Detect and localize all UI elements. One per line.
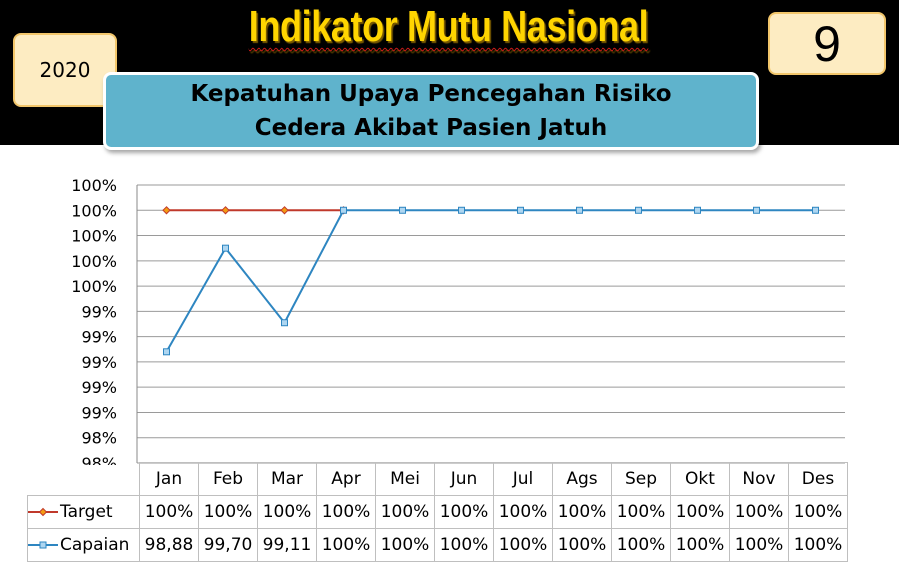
x-category-label: Okt xyxy=(670,462,730,496)
x-category-label: Jul xyxy=(493,462,553,496)
y-tick-label: 99% xyxy=(81,378,117,397)
data-label-capaian: 100% xyxy=(611,528,671,562)
data-label-capaian: 100% xyxy=(493,528,553,562)
x-category-label: Apr xyxy=(316,462,376,496)
x-category-label: Jan xyxy=(139,462,199,496)
data-table: Jan Feb Mar Apr Mei Jun Jul Ags Sep Okt Nov Des Tar… xyxy=(27,462,848,562)
table-header-row: Jan Feb Mar Apr Mei Jun Jul Ags Sep Okt Nov Des xyxy=(28,462,848,496)
y-tick-label: 100% xyxy=(71,252,117,271)
year-badge: 2020 xyxy=(13,33,117,107)
data-label-capaian: 100% xyxy=(316,528,376,562)
header-band: Indikator Mutu Nasional 2020 9 Kepatuhan… xyxy=(0,0,899,150)
y-tick-label: 99% xyxy=(81,403,117,422)
data-point-capaian xyxy=(694,206,701,214)
y-tick-label: 100% xyxy=(71,201,117,220)
data-point-capaian xyxy=(517,206,524,214)
legend-target-marker-icon xyxy=(28,507,58,517)
table-row-capaian: Capaian 98,88 99,70 99,11 100% 100% 100% 100% 1… xyxy=(27,528,848,562)
data-label-capaian: 99,70 xyxy=(198,528,258,562)
data-label-target: 100% xyxy=(670,495,730,529)
data-label-capaian: 100% xyxy=(788,528,848,562)
chart-gridlines xyxy=(137,184,845,464)
y-tick-label: 98% xyxy=(81,429,117,448)
subtitle-line-2: Cedera Akibat Pasien Jatuh xyxy=(254,115,608,141)
table-row-target: Target 100% 100% 100% 100% 100% 100% 100% 100% 1… xyxy=(27,495,848,529)
table-corner xyxy=(28,463,140,496)
data-label-target: 100% xyxy=(375,495,435,529)
line-chart: 98% 98% 99% 99% 99% 99% 99% 100% 100% 100% 100% 100… xyxy=(71,176,845,465)
data-point-capaian xyxy=(399,206,406,214)
data-label-target: 100% xyxy=(552,495,612,529)
data-label-capaian: 100% xyxy=(670,528,730,562)
y-tick-label: 100% xyxy=(71,176,117,195)
data-label-target: 100% xyxy=(729,495,789,529)
data-label-capaian: 98,88 xyxy=(139,528,199,562)
data-point-capaian xyxy=(458,206,465,214)
data-point-capaian xyxy=(281,319,288,327)
data-point-target xyxy=(221,206,230,215)
x-category-label: Mei xyxy=(375,462,435,496)
data-point-target xyxy=(280,206,289,215)
data-label-target: 100% xyxy=(198,495,258,529)
data-point-capaian xyxy=(753,206,760,214)
subtitle-line-1: Kepatuhan Upaya Pencegahan Risiko xyxy=(190,81,672,107)
y-tick-label: 100% xyxy=(71,277,117,296)
x-category-label: Mar xyxy=(257,462,317,496)
x-category-label: Nov xyxy=(729,462,789,496)
data-label-capaian: 100% xyxy=(434,528,494,562)
series-line-capaian xyxy=(165,209,816,353)
data-label-capaian: 100% xyxy=(729,528,789,562)
data-label-target: 100% xyxy=(257,495,317,529)
data-point-capaian xyxy=(163,348,170,356)
legend-capaian-marker-icon xyxy=(28,541,58,549)
legend-target: Target xyxy=(27,495,140,529)
x-category-label: Ags xyxy=(552,462,612,496)
chart-subtitle-box: Kepatuhan Upaya Pencegahan Risiko Cedera… xyxy=(103,72,759,150)
data-label-target: 100% xyxy=(434,495,494,529)
chart-series xyxy=(162,206,819,356)
data-label-target: 100% xyxy=(316,495,376,529)
x-category-label: Sep xyxy=(611,462,671,496)
data-label-target: 100% xyxy=(493,495,553,529)
data-label-capaian: 100% xyxy=(375,528,435,562)
data-point-capaian xyxy=(576,206,583,214)
y-tick-label: 100% xyxy=(71,227,117,246)
y-axis: 98% 98% 99% 99% 99% 99% 99% 100% 100% 100% 100% 100… xyxy=(71,176,138,465)
y-tick-label: 98% xyxy=(81,454,117,465)
data-point-capaian xyxy=(635,206,642,214)
y-tick-label: 99% xyxy=(81,353,117,372)
data-point-target xyxy=(162,206,171,215)
main-title: Indikator Mutu Nasional xyxy=(248,2,649,51)
data-point-capaian xyxy=(340,206,347,214)
indicator-number-badge: 9 xyxy=(768,12,886,75)
data-label-target: 100% xyxy=(788,495,848,529)
y-tick-label: 99% xyxy=(81,328,117,347)
x-category-label: Jun xyxy=(434,462,494,496)
data-label-target: 100% xyxy=(611,495,671,529)
data-label-capaian: 100% xyxy=(552,528,612,562)
data-point-capaian xyxy=(222,244,229,252)
legend-capaian: Capaian xyxy=(27,528,140,562)
x-category-label: Feb xyxy=(198,462,258,496)
data-point-capaian xyxy=(812,206,819,214)
data-label-capaian: 99,11 xyxy=(257,528,317,562)
x-category-label: Des xyxy=(788,462,848,496)
y-tick-label: 99% xyxy=(81,302,117,321)
data-label-target: 100% xyxy=(139,495,199,529)
